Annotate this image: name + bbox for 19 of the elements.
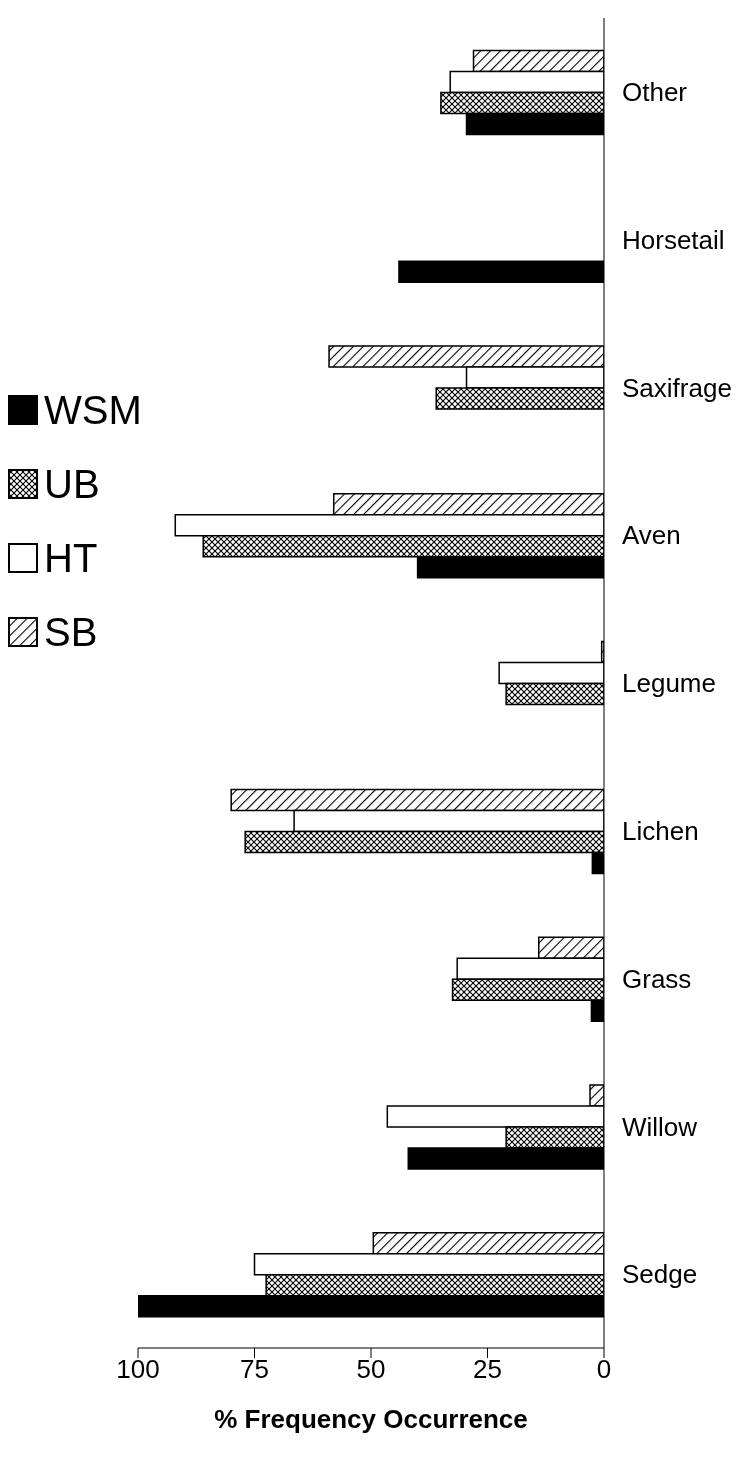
legend-label: SB	[44, 610, 98, 654]
y-tick-label: Aven	[622, 520, 681, 551]
x-tick-label: 25	[473, 1354, 502, 1385]
y-tick-label: Grass	[622, 963, 692, 994]
y-tick-label: Willow	[622, 1111, 698, 1142]
x-tick-label: 100	[116, 1354, 160, 1385]
x-tick-label: 50	[356, 1354, 386, 1385]
x-axis-title: % Frequency Occurrence	[214, 1404, 528, 1434]
y-tick-label: Other	[622, 77, 688, 108]
legend-label: UB	[44, 462, 100, 506]
x-tick-label: 75	[240, 1354, 269, 1385]
legend-label: WSM	[44, 388, 142, 432]
y-tick-label: Saxifrage	[622, 372, 732, 403]
legend-label: HT	[44, 536, 98, 580]
y-tick-label: Legume	[622, 668, 716, 699]
y-tick-label: Horsetail	[622, 224, 725, 255]
x-tick-label: 0	[596, 1354, 612, 1385]
y-tick-label: Sedge	[622, 1259, 698, 1290]
y-tick-label: Lichen	[622, 816, 699, 847]
